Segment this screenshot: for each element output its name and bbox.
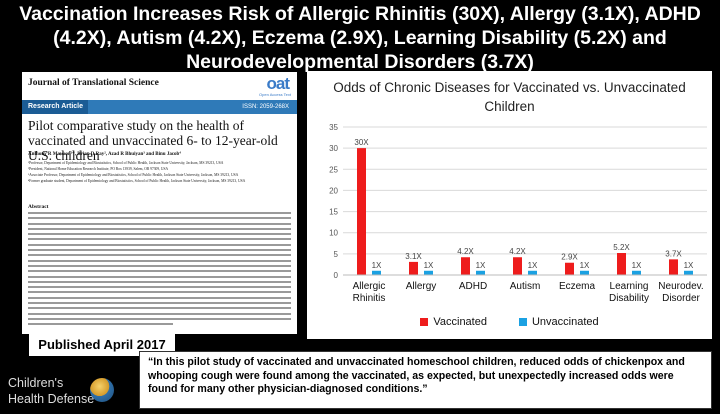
affiliation: ³Associate Professor, Department of Epid…: [28, 173, 239, 177]
data-label: 5.2X: [613, 243, 630, 252]
bar-unvaccinated: [580, 270, 589, 275]
affiliation: ⁴Former graduate student, Department of …: [28, 179, 246, 183]
bar-unvaccinated: [372, 270, 381, 275]
published-badge: Published April 2017: [29, 334, 175, 356]
bar-vaccinated: [409, 261, 418, 275]
y-tick-label: 15: [329, 208, 338, 217]
issn: ISSN: 2059-268X: [242, 104, 289, 110]
header-band: [22, 100, 297, 114]
legend-label-vaccinated: Vaccinated: [433, 316, 487, 328]
bar-unvaccinated: [528, 270, 537, 275]
headline: Vaccination Increases Risk of Allergic R…: [0, 2, 720, 74]
publisher-logo: oat: [266, 74, 290, 93]
x-tick-label: Eczema: [559, 281, 596, 292]
x-tick-label: Disability: [609, 293, 649, 304]
headline-line-2: (4.2X), Autism (4.2X), Eczema (2.9X), Le…: [53, 27, 667, 49]
data-label: 4.2X: [457, 247, 474, 256]
bar-unvaccinated: [632, 270, 641, 275]
legend-item-vaccinated: Vaccinated: [420, 316, 487, 328]
affiliations: ¹Professor, Department of Epidemiology a…: [28, 160, 292, 184]
bar-vaccinated: [513, 257, 522, 275]
data-label: 4.2X: [509, 247, 526, 256]
chart-title: Odds of Chronic Diseases for Vaccinated …: [333, 80, 686, 114]
bar-vaccinated: [565, 262, 574, 275]
bar-vaccinated: [617, 253, 626, 275]
paper-screenshot: Journal of Translational Science oat Ope…: [22, 72, 297, 334]
data-label: 1X: [476, 261, 486, 270]
abstract-text: [28, 212, 291, 329]
y-tick-label: 20: [329, 186, 338, 195]
abstract-heading: Abstract: [28, 204, 49, 210]
logo-line-2: Health Defense: [8, 392, 95, 406]
globe-icon: [90, 378, 114, 402]
paper-authors: Anthony R Mawson¹*, Brian D Ray², Azad R…: [28, 152, 181, 157]
affiliation: ¹Professor, Department of Epidemiology a…: [28, 161, 224, 165]
bar-unvaccinated: [424, 270, 433, 275]
data-label: 1X: [424, 261, 434, 270]
data-label: 2.9X: [561, 253, 578, 262]
x-tick-label: Neurodev.: [658, 281, 703, 292]
bar-vaccinated: [669, 259, 678, 275]
legend-swatch-vaccinated: [420, 318, 429, 326]
legend-item-unvaccinated: Unvaccinated: [518, 316, 599, 328]
data-label: 3.1X: [405, 252, 422, 261]
article-type: Research Article: [22, 100, 88, 114]
data-label: 1X: [372, 261, 382, 270]
headline-line-3: Neurodevelopmental Disorders (3.7X): [186, 51, 534, 73]
affiliation: ²President, National Home Education Rese…: [28, 167, 169, 171]
x-tick-label: Learning: [610, 281, 649, 292]
x-tick-label: ADHD: [459, 281, 487, 292]
bar-vaccinated: [461, 257, 470, 275]
x-tick-label: Autism: [510, 281, 541, 292]
x-tick-label: Disorder: [662, 293, 700, 304]
data-label: 1X: [528, 261, 538, 270]
quote-box: “In this pilot study of vaccinated and u…: [139, 351, 712, 409]
data-label: 1X: [684, 261, 694, 270]
y-tick-label: 35: [329, 123, 338, 132]
paper-title: Pilot comparative study on the health of…: [28, 118, 278, 163]
logo-line-1: Children's: [8, 376, 64, 390]
y-tick-label: 10: [329, 229, 338, 238]
bar-unvaccinated: [476, 270, 485, 275]
bar-chart: 0510152025303530X1XAllergicRhinitis3.1X1…: [329, 123, 707, 304]
y-tick-label: 5: [334, 250, 339, 259]
journal-name: Journal of Translational Science: [28, 78, 159, 88]
x-tick-label: Allergy: [406, 281, 437, 292]
y-tick-label: 0: [334, 271, 339, 280]
x-tick-label: Rhinitis: [353, 293, 386, 304]
chart-panel: Odds of Chronic Diseases for Vaccinated …: [307, 71, 712, 339]
y-tick-label: 25: [329, 165, 338, 174]
x-tick-label: Allergic: [353, 281, 386, 292]
bar-vaccinated: [357, 148, 366, 275]
data-label: 30X: [354, 138, 369, 147]
data-label: 1X: [580, 261, 590, 270]
y-tick-label: 30: [329, 144, 338, 153]
legend-swatch-unvaccinated: [518, 318, 527, 326]
legend-label-unvaccinated: Unvaccinated: [531, 316, 599, 328]
chart-legend: Vaccinated Unvaccinated: [307, 316, 712, 328]
data-label: 3.7X: [665, 249, 682, 258]
bar-unvaccinated: [684, 270, 693, 275]
publisher-logo-sub: Open Access Text: [259, 92, 291, 97]
headline-line-1: Vaccination Increases Risk of Allergic R…: [19, 3, 701, 25]
organization-logo: Children's Health Defense: [4, 372, 136, 412]
data-label: 1X: [632, 261, 642, 270]
